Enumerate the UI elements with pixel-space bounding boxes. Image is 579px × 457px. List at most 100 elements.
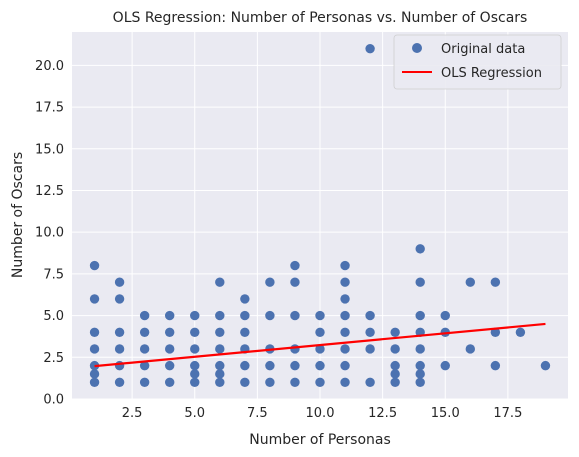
data-point [89,369,100,379]
data-point [164,377,175,388]
data-point [215,344,225,354]
data-point [290,344,300,354]
data-point [240,360,250,371]
data-point [315,327,325,337]
data-point [465,277,476,287]
data-point [240,310,250,321]
legend-label-ols-regression: OLS Regression [441,66,542,81]
data-point [390,360,400,371]
data-point [415,344,425,354]
data-point [190,377,200,388]
data-point [440,310,450,321]
data-point [290,360,300,371]
data-point [240,327,250,337]
chart-title: OLS Regression: Number of Personas vs. N… [113,10,528,26]
data-point [114,277,125,287]
data-point [164,327,175,337]
data-point [290,310,300,321]
data-point [215,377,225,388]
data-point [315,310,325,321]
data-point [215,310,225,321]
data-point [415,369,425,379]
data-point [139,344,150,354]
y-tick-label: 7.5 [43,267,64,282]
data-point [215,360,225,371]
data-point [139,360,150,371]
data-point [265,310,275,321]
data-point [265,277,275,287]
regression-series [94,322,546,368]
data-point [89,344,100,354]
data-point [114,344,125,354]
data-point [365,43,375,54]
data-point [415,310,425,321]
data-point [490,360,501,371]
y-tick-label: 5.0 [43,309,64,324]
data-point [390,369,400,379]
data-point [215,277,225,287]
regression-line [94,322,546,368]
data-point [415,360,425,371]
data-point [390,344,400,354]
x-tick-label: 2.5 [122,406,143,421]
data-point [415,377,425,388]
data-point [415,244,425,254]
data-point [89,294,100,304]
x-tick-label: 10.0 [306,406,335,421]
data-point [340,260,350,271]
data-point [340,360,350,371]
data-point [290,260,300,271]
data-point [164,310,175,321]
data-point [340,344,350,354]
data-point [114,360,125,371]
data-point [390,327,400,337]
x-axis-label: Number of Personas [249,432,391,448]
data-point [265,377,275,388]
data-point [139,327,150,337]
x-tick-label: 7.5 [247,406,268,421]
y-axis-ticks: 0.0 2.5 5.0 7.5 10.0 12.5 15.0 17.5 20.0 [35,59,64,408]
data-point [240,294,250,304]
data-point [139,310,150,321]
data-point [365,377,375,388]
data-point [240,377,250,388]
y-tick-label: 12.5 [35,184,64,199]
legend: Original data OLS Regression [393,34,562,90]
scatter-series [89,43,551,388]
data-point [340,294,350,304]
data-point [190,310,200,321]
x-tick-label: 12.5 [368,406,397,421]
legend-label-original-data: Original data [441,42,525,57]
x-tick-label: 5.0 [184,406,205,421]
data-point [290,377,300,388]
y-tick-label: 2.5 [43,351,64,366]
data-point [164,360,175,371]
data-point [440,360,450,371]
data-point [190,344,200,354]
y-tick-label: 10.0 [35,226,64,241]
data-point [340,327,350,337]
data-point [139,377,150,388]
data-point [390,377,400,388]
y-tick-label: 0.0 [43,393,64,408]
data-point [89,327,100,337]
data-point [190,327,200,337]
y-axis-label: Number of Oscars [10,152,26,278]
data-point [340,377,350,388]
data-point [114,294,125,304]
data-point [315,344,325,354]
data-point [365,344,375,354]
legend-box [393,34,562,90]
data-point [415,277,425,287]
x-tick-label: 17.5 [493,406,522,421]
y-tick-label: 15.0 [35,142,64,157]
data-point [340,277,350,287]
data-point [365,327,375,337]
data-point [540,360,551,371]
data-point [114,377,125,388]
y-tick-label: 20.0 [35,59,64,74]
data-point [365,310,375,321]
data-point [114,327,125,337]
data-point [315,377,325,388]
